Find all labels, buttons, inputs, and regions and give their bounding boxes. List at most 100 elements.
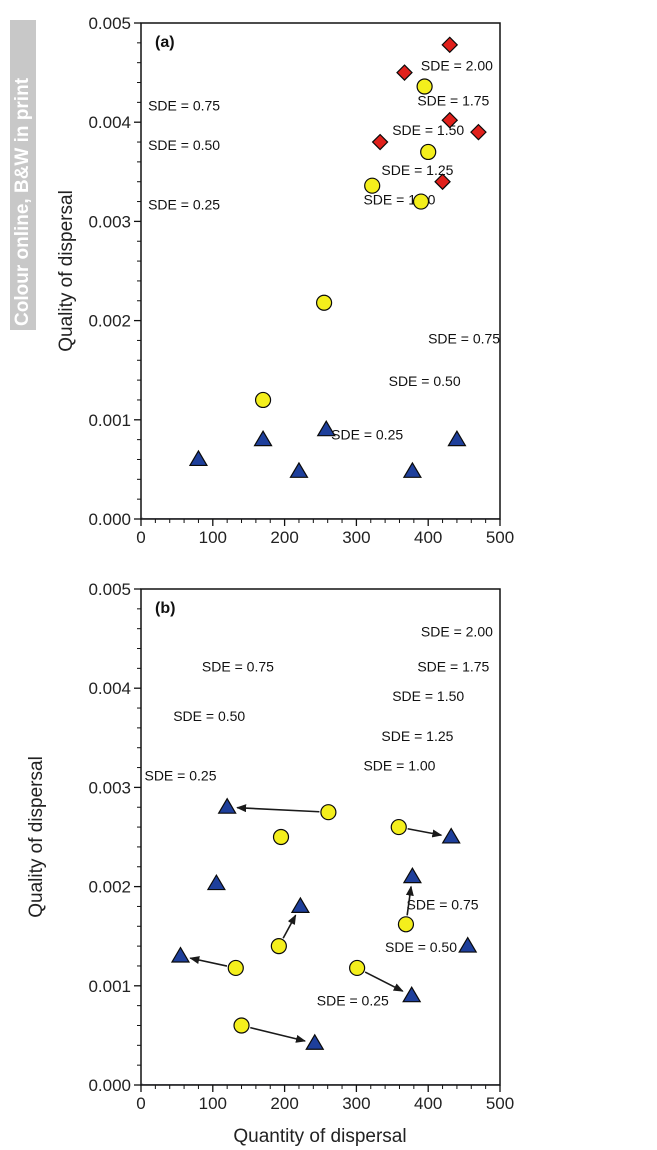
sde-label: SDE = 0.75: [428, 330, 500, 347]
sde-label-bg: [148, 137, 221, 153]
x-tick-label: 400: [414, 528, 442, 547]
triangle-point-b: [458, 936, 478, 953]
y-tick-label: 0.005: [88, 14, 131, 33]
circle-point-b: [270, 938, 287, 955]
y-axis-title-a: Quality of dispersal: [56, 190, 77, 352]
sde-label-bg: [420, 57, 493, 74]
triangle-point-a: [253, 429, 273, 447]
circle-point-a: [364, 177, 381, 194]
sde-label-bg: [144, 767, 217, 784]
sde-label-text: SDE = 1.25: [381, 728, 453, 744]
sde-label: SDE = 1.50: [392, 688, 465, 705]
sde-label: SDE = 0.50: [388, 373, 461, 390]
triangle-point-b: [206, 873, 226, 891]
y-tick-label: 0.003: [88, 212, 131, 231]
circle-point-a: [420, 143, 437, 161]
circle-point-b: [272, 828, 290, 846]
sde-label-bg: [201, 658, 274, 675]
y-tick-label: 0.000: [88, 510, 131, 529]
diamond-point-a: [441, 36, 459, 54]
sde-label: SDE = 0.25: [144, 767, 217, 784]
sde-label: SDE = 0.75: [201, 658, 274, 675]
shift-arrow: [189, 956, 228, 967]
sde-label: SDE = 1.00: [363, 757, 436, 774]
y-axis-title-b: Quality of dispersal: [26, 756, 47, 918]
triangle-point-b: [402, 986, 422, 1003]
shift-arrow: [282, 914, 297, 939]
y-tick-label: 0.000: [88, 1076, 131, 1095]
sde-label: SDE = 0.50: [148, 137, 220, 153]
x-tick-label: 500: [486, 528, 514, 547]
triangle-point-a: [447, 429, 467, 447]
sde-label-bg: [331, 426, 404, 443]
circle-point-a: [412, 193, 430, 210]
diamond-point-a: [396, 64, 413, 81]
y-tick-label: 0.001: [88, 977, 131, 996]
sde-label-text: SDE = 0.50: [148, 137, 220, 153]
sde-label-text: SDE = 0.25: [148, 197, 220, 213]
triangle-point-b: [217, 797, 237, 814]
sde-label: SDE = 0.75: [406, 896, 479, 913]
axes-a: 0 100 200 300 400 500 0.000 0.001 0.002 0.003 0.00…: [88, 14, 514, 547]
panel-label-b: (b): [155, 600, 175, 617]
sde-label-text: SDE = 0.75: [407, 896, 479, 912]
triangle-point-b: [305, 1033, 325, 1050]
sde-label-text: SDE = 0.75: [148, 97, 220, 113]
sde-labels-b: SDE = 0.75 SDE = 0.50 SDE = 0.25 SDE = 2.00…: [144, 623, 493, 1009]
sde-label-text: SDE = 1.50: [392, 688, 464, 704]
triangle-point-b: [170, 946, 191, 963]
x-tick-label: 100: [199, 1094, 227, 1113]
x-tick-label: 300: [342, 1094, 370, 1113]
circle-point-b: [397, 916, 415, 933]
shift-arrow: [250, 1026, 307, 1043]
circle-point-a: [416, 78, 433, 95]
circle-point-a: [254, 391, 272, 409]
shift-arrow: [364, 971, 404, 992]
y-tick-label: 0.004: [88, 113, 131, 132]
sde-label: SDE = 1.75: [417, 92, 490, 109]
x-axis-title-b: Quantity of dispersal: [233, 1126, 406, 1147]
shift-arrow: [236, 804, 320, 813]
sde-label: SDE = 2.00: [420, 623, 493, 640]
triangle-point-a: [188, 449, 208, 467]
sde-label-bg: [173, 707, 246, 724]
x-tick-label: 300: [342, 528, 370, 547]
panel-label-a: (a): [155, 34, 175, 51]
sde-labels-a: SDE = 0.75 SDE = 0.50 SDE = 0.25 SDE = 2.00…: [148, 57, 500, 443]
circle-point-b: [349, 959, 366, 977]
sde-label: SDE = 2.00: [420, 57, 493, 74]
sde-label-text: SDE = 2.00: [421, 624, 493, 640]
sde-label: SDE = 0.50: [173, 707, 246, 724]
side-note: Colour online, B&W in print: [10, 20, 36, 330]
side-note-bg: [10, 20, 36, 330]
sde-label-bg: [385, 939, 458, 956]
sde-label: SDE = 0.75: [148, 97, 221, 114]
triangle-point-b: [290, 896, 310, 913]
shift-arrow: [407, 827, 443, 838]
sde-label-bg: [381, 727, 454, 744]
data-marks-b: [170, 797, 478, 1050]
sde-label: SDE = 1.25: [381, 161, 454, 178]
sde-label-text: SDE = 1.25: [381, 162, 453, 178]
sde-label-bg: [316, 992, 389, 1009]
triangle-point-a: [289, 461, 309, 478]
sde-label: SDE = 1.75: [417, 658, 490, 675]
data-marks-a: [188, 36, 487, 478]
sde-label-text: SDE = 0.50: [389, 373, 461, 389]
sde-label-bg: [388, 373, 461, 390]
sde-label-text: SDE = 0.50: [385, 939, 457, 955]
x-tick-label: 100: [199, 528, 227, 547]
sde-label-bg: [420, 623, 493, 640]
x-tick-label: 400: [414, 1094, 442, 1113]
y-tick-label: 0.003: [88, 778, 131, 797]
sde-label: SDE = 1.25: [381, 727, 454, 744]
sde-label-text: SDE = 0.75: [428, 330, 500, 346]
sde-label-text: SDE = 0.25: [317, 993, 389, 1009]
sde-label-bg: [148, 97, 221, 114]
sde-label-bg: [392, 688, 465, 705]
x-tick-label: 500: [486, 1094, 514, 1113]
diamond-point-a: [441, 111, 459, 129]
panel-b: SDE = 0.75 SDE = 0.50 SDE = 0.25 SDE = 2.00…: [26, 580, 514, 1147]
y-tick-label: 0.001: [88, 411, 131, 430]
sde-label: SDE = 0.50: [385, 939, 458, 956]
